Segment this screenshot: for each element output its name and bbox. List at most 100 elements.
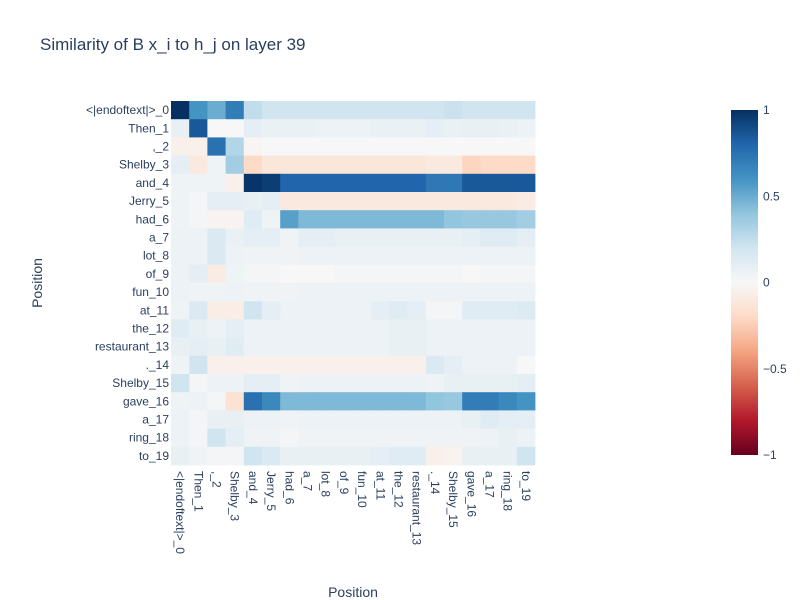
heatmap-cell: [462, 301, 481, 320]
heatmap-cell: [371, 446, 390, 466]
heatmap-cell: [407, 101, 427, 120]
y-tick-label: at_11: [140, 303, 169, 317]
heatmap-cell: [243, 374, 263, 393]
heatmap-cell: [316, 137, 336, 156]
heatmap-cell: [480, 119, 499, 138]
heatmap-cell: [425, 246, 445, 266]
heatmap-cell: [407, 228, 427, 247]
heatmap-cell: [480, 337, 499, 357]
heatmap-cell: [444, 119, 463, 138]
heatmap-cell: [207, 410, 226, 429]
heatmap-cell: [243, 319, 263, 338]
heatmap-cell: [316, 355, 336, 375]
heatmap-cell: [262, 228, 281, 247]
x-tick-label: ,_2: [210, 471, 224, 488]
heatmap-cell: [407, 392, 427, 411]
heatmap-cell: [407, 246, 427, 266]
heatmap-cell: [189, 337, 208, 357]
heatmap-cell: [389, 264, 408, 284]
colorbar-tick-label: −1: [763, 448, 777, 462]
y-tick-label: Shelby_15: [112, 376, 169, 390]
heatmap-cell: [371, 337, 390, 357]
heatmap-cell: [243, 137, 263, 156]
heatmap-cell: [444, 410, 463, 429]
heatmap-cell: [298, 392, 317, 411]
heatmap-cell: [462, 246, 481, 266]
heatmap-cell: [189, 410, 208, 429]
heatmap-cell: [298, 337, 317, 357]
heatmap-cell: [516, 101, 536, 120]
heatmap-cell: [516, 210, 536, 229]
heatmap-cell: [407, 337, 427, 357]
heatmap-cell: [407, 283, 427, 302]
heatmap-cell: [207, 392, 226, 411]
heatmap-cell: [516, 119, 536, 138]
heatmap-cell: [371, 101, 390, 120]
heatmap-cell: [280, 392, 299, 411]
heatmap-cell: [480, 173, 499, 193]
heatmap-cell: [280, 119, 299, 138]
heatmap-cell: [243, 228, 263, 247]
heatmap-cell: [462, 192, 481, 211]
heatmap-cell: [371, 210, 390, 229]
colorbar-ticks: −1 −0.5 0 0.5 1: [763, 103, 787, 462]
heatmap-cell: [189, 192, 208, 211]
heatmap-cell: [462, 410, 481, 429]
heatmap-cell: [516, 428, 536, 448]
heatmap-cell: [407, 319, 427, 338]
x-axis-title: Position: [328, 584, 378, 600]
heatmap-cell: [480, 428, 499, 448]
heatmap-cell: [171, 319, 190, 338]
heatmap-cell: [262, 392, 281, 411]
heatmap-cell: [334, 301, 354, 320]
y-tick-label: lot_8: [143, 249, 169, 263]
heatmap-cell: [425, 264, 445, 284]
heatmap-cell: [171, 355, 190, 375]
heatmap-cell: [389, 410, 408, 429]
heatmap-cell: [407, 173, 427, 193]
x-tick-label: ring_18: [501, 471, 515, 511]
heatmap-cell: [353, 246, 372, 266]
heatmap-cell: [516, 301, 536, 320]
heatmap-cell: [262, 337, 281, 357]
y-tick-label: gave_16: [123, 394, 169, 408]
heatmap-cell: [298, 246, 317, 266]
heatmap-cell: [444, 264, 463, 284]
heatmap-cell: [353, 264, 372, 284]
heatmap-cell: [498, 155, 518, 175]
y-tick-label: ._14: [146, 358, 170, 372]
heatmap-cell: [298, 301, 317, 320]
heatmap-cell: [516, 137, 536, 156]
heatmap-cell: [262, 137, 281, 156]
heatmap-cell: [444, 173, 463, 193]
heatmap-cell: [262, 192, 281, 211]
heatmap-cell: [480, 446, 499, 466]
heatmap-cell: [207, 374, 226, 393]
heatmap-cell: [207, 319, 226, 338]
heatmap-cell: [498, 210, 518, 229]
heatmap-cell: [262, 283, 281, 302]
heatmap-cell: [334, 192, 354, 211]
heatmap-cell: [243, 119, 263, 138]
heatmap-cell: [516, 319, 536, 338]
y-tick-label: ring_18: [129, 431, 169, 445]
heatmap-cell: [280, 301, 299, 320]
heatmap-cell: [171, 137, 190, 156]
heatmap-cell: [425, 337, 445, 357]
heatmap-cell: [243, 155, 263, 175]
heatmap-cell: [316, 101, 336, 120]
heatmap-cell: [480, 319, 499, 338]
heatmap-cell: [389, 283, 408, 302]
x-tick-label: fun_10: [355, 471, 369, 508]
y-tick-label: and_4: [136, 176, 170, 190]
heatmap-cell: [334, 264, 354, 284]
heatmap-cell: [389, 355, 408, 375]
heatmap-cell: [262, 301, 281, 320]
heatmap-cell: [280, 446, 299, 466]
heatmap-cell: [280, 246, 299, 266]
heatmap-cell: [334, 392, 354, 411]
heatmap-cell: [407, 428, 427, 448]
heatmap-cell: [389, 246, 408, 266]
heatmap-cell: [316, 319, 336, 338]
heatmap-cell: [316, 374, 336, 393]
